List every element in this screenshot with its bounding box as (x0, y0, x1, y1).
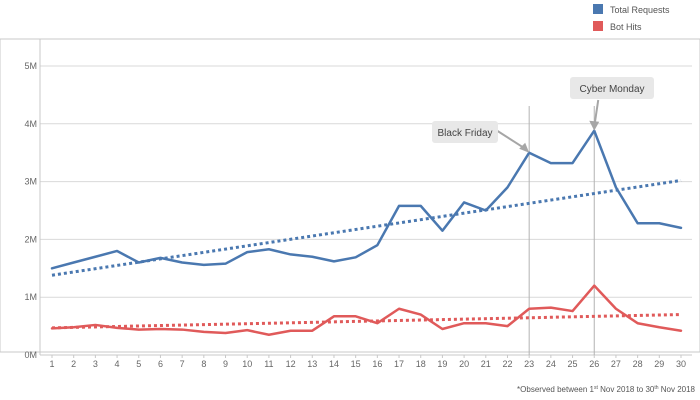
legend-label-total-requests: Total Requests (610, 5, 670, 15)
footnote-prefix: *Observed between 1 (517, 385, 594, 394)
legend: Total Requests Bot Hits (593, 4, 670, 32)
x-tick-label: 26 (589, 359, 599, 369)
x-tick-label: 29 (654, 359, 664, 369)
black-friday-label: Black Friday (437, 128, 492, 139)
x-tick-label: 9 (223, 359, 228, 369)
y-tick-label: 4M (24, 119, 37, 129)
footnote-sup-1: st (594, 385, 599, 391)
cyber-monday-label: Cyber Monday (579, 84, 644, 95)
x-tick-label: 12 (286, 359, 296, 369)
cyber-monday-arrowhead (589, 120, 600, 131)
black-friday-arrow-line (495, 129, 526, 150)
series-layer (50, 129, 683, 337)
x-tick-label: 11 (264, 359, 273, 369)
x-tick-label: 24 (546, 359, 556, 369)
x-tick-label: 1 (49, 359, 54, 369)
footnote: *Observed between 1st Nov 2018 to 30th N… (517, 385, 696, 394)
y-axis-ticks: 0M 1M 2M 3M 4M 5M (24, 61, 37, 360)
x-tick-label: 17 (394, 359, 404, 369)
legend-swatch-bot-hits (593, 21, 603, 31)
footnote-sup-2: th (654, 385, 658, 391)
y-tick-label: 0M (24, 350, 37, 360)
x-tick-label: 15 (351, 359, 361, 369)
x-tick-label: 8 (201, 359, 206, 369)
trendline-total-requests (51, 178, 682, 277)
black-friday-label-box (432, 121, 498, 143)
x-tick-label: 19 (437, 359, 447, 369)
x-tick-label: 16 (372, 359, 382, 369)
x-axis-ticks: 1 2 3 4 5 6 7 8 9 10 11 12 13 14 15 16 17 18 19 20 21 22 23 24 2… (49, 355, 686, 369)
x-tick-label: 22 (502, 359, 512, 369)
y-tick-label: 1M (24, 292, 37, 302)
x-tick-label: 6 (158, 359, 163, 369)
cyber-monday-label-box (570, 77, 654, 99)
y-tick-label: 5M (24, 61, 37, 71)
legend-label-bot-hits: Bot Hits (610, 22, 642, 32)
footnote-suffix: Nov 2018 (659, 385, 696, 394)
x-tick-label: 2 (71, 359, 76, 369)
x-tick-label: 4 (115, 359, 120, 369)
x-tick-label: 30 (676, 359, 686, 369)
legend-swatch-total-requests (593, 4, 603, 14)
x-tick-label: 5 (136, 359, 141, 369)
y-tick-label: 2M (24, 234, 37, 244)
y-tick-label: 3M (24, 177, 37, 187)
x-tick-label: 10 (242, 359, 252, 369)
x-tick-label: 28 (633, 359, 643, 369)
x-tick-label: 3 (93, 359, 98, 369)
annotation-labels: Black Friday Cyber Monday (432, 77, 654, 153)
x-tick-label: 20 (459, 359, 469, 369)
x-tick-label: 25 (568, 359, 578, 369)
x-tick-label: 14 (329, 359, 339, 369)
series-line-total-requests (50, 129, 683, 270)
x-tick-label: 13 (307, 359, 317, 369)
x-tick-label: 27 (611, 359, 621, 369)
x-tick-label: 21 (481, 359, 491, 369)
annotation-lines (528, 106, 595, 355)
trendline-bot-hits (51, 313, 682, 330)
x-tick-label: 18 (416, 359, 426, 369)
footnote-middle: Nov 2018 to 30 (598, 385, 655, 394)
x-tick-label: 23 (524, 359, 534, 369)
x-tick-label: 7 (180, 359, 185, 369)
black-friday-arrowhead (519, 142, 530, 153)
